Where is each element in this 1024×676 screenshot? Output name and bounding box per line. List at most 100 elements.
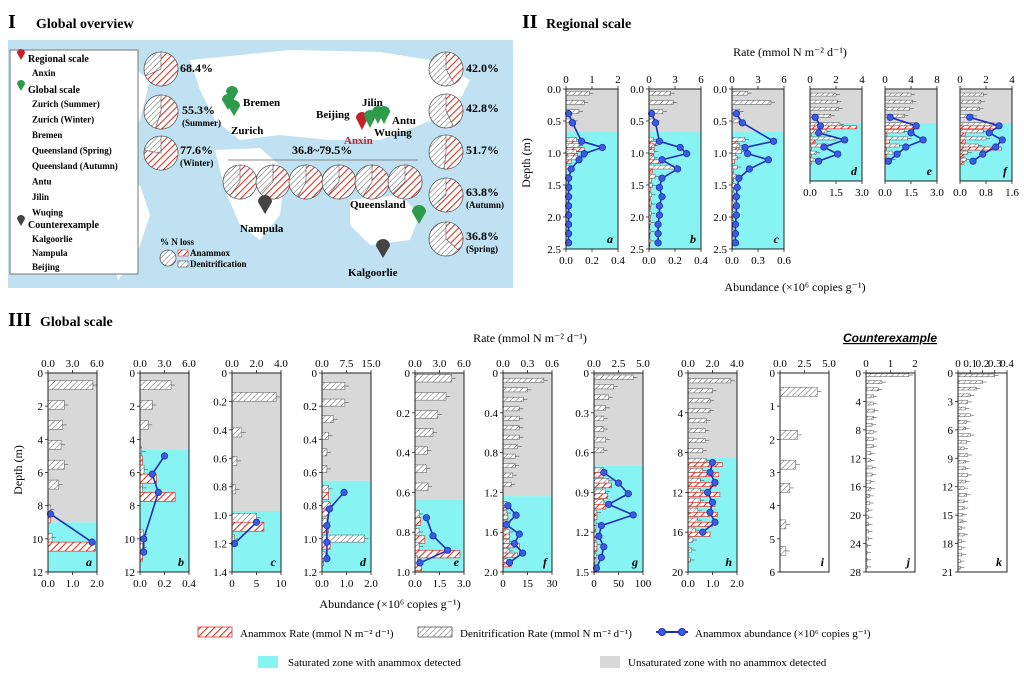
depth-tick-label: 12 xyxy=(672,487,683,499)
depth-tick-label: 0.4 xyxy=(396,448,410,460)
depth-tick-label: 0.3 xyxy=(575,408,589,420)
denitrification-rate-bar xyxy=(865,451,872,455)
anammox-abundance-point xyxy=(703,488,712,496)
denitrification-rate-bar xyxy=(959,99,982,104)
rate-tick-label: 8 xyxy=(934,74,940,86)
anammox-rate-bar xyxy=(648,168,653,174)
section-title-iii: Global scale xyxy=(40,315,113,330)
denitrification-rate-bar xyxy=(957,506,965,510)
abundance-tick-label: 50 xyxy=(613,578,625,590)
anammox-abundance-point xyxy=(886,113,894,121)
anammox-abundance-point xyxy=(841,136,849,144)
denitrification-rate-bar xyxy=(502,415,520,421)
n-loss-legend-title: % N loss xyxy=(160,237,195,247)
section-title-ii: Regional scale xyxy=(546,17,631,32)
depth-tick-label: 0.0 xyxy=(547,84,561,96)
legend-global-site: Wuqing xyxy=(32,208,63,218)
depth-tick-label: 21 xyxy=(942,567,953,579)
anammox-abundance-point xyxy=(655,202,664,210)
abundance-tick-label: 0.0 xyxy=(408,578,422,590)
anammox-abundance-point xyxy=(820,143,828,151)
anammox-rate-bar xyxy=(502,514,509,520)
legend-global-site: Zurich (Summer) xyxy=(32,99,100,109)
regional-rate-axis-label: Rate (mmol N m⁻² d⁻¹) xyxy=(733,45,847,59)
abundance-tick-label: 0.3 xyxy=(751,255,765,267)
panel-letter: c xyxy=(774,232,780,246)
anammox-abundance-point xyxy=(160,452,169,460)
depth-tick-label: 1.0 xyxy=(713,148,727,160)
denitrification-rate-bar xyxy=(731,137,746,142)
section-global-scale: III Global scale Rate (mmol N m⁻² d⁻¹) A… xyxy=(8,309,937,611)
anammox-abundance-point xyxy=(673,165,682,173)
anammox-abundance-point xyxy=(647,110,656,118)
anammox-abundance-point xyxy=(575,156,583,164)
denitrification-rate-bar xyxy=(502,406,520,412)
anammox-abundance-point xyxy=(600,468,608,477)
denitrification-rate-bar xyxy=(865,401,874,406)
denitrification-rate-bar xyxy=(565,91,590,96)
pie-anammox-slice xyxy=(143,135,179,171)
legend-anammox-abundance: Anammox abundance (×10⁶ copies g⁻¹) xyxy=(695,628,871,640)
denitrification-rate-bar xyxy=(687,418,707,424)
pie-note-p2: (Summer) xyxy=(182,118,221,128)
anammox-abundance-point xyxy=(325,505,333,513)
anammox-abundance-line xyxy=(595,471,636,569)
denitrification-rate-bar xyxy=(779,519,787,530)
abundance-tick-label: 0.0 xyxy=(133,578,147,590)
denitrification-rate-bar xyxy=(687,428,706,433)
saturated-zone xyxy=(140,449,189,572)
depth-tick-label: 0.4 xyxy=(213,425,227,437)
anammox-abundance-point xyxy=(502,521,510,529)
pie-note-p8: (Spring) xyxy=(466,244,498,254)
depth-tick-label: 20 xyxy=(672,567,684,579)
plot-background xyxy=(866,373,915,572)
anammox-abundance-point xyxy=(504,502,512,510)
depth-tick-label: 10 xyxy=(124,534,136,546)
n-loss-legend-pie xyxy=(159,249,177,267)
denitrification-rate-bar xyxy=(648,155,655,161)
anammox-abundance-point xyxy=(731,239,740,247)
anammox-abundance-point xyxy=(912,122,920,130)
chart-panel-ii-a: 0 1 2 0.0 0.2 0.4 0.0 0.5 1.0 1.5 2.0 2.5 a xyxy=(547,74,625,267)
denitrification-rate-bar xyxy=(865,437,874,441)
denitrification-rate-bar xyxy=(884,106,910,111)
depth-tick-label: 1.2 xyxy=(303,567,317,579)
denitrification-rate-bar xyxy=(593,488,607,494)
anammox-abundance-point xyxy=(140,548,148,556)
anammox-abundance-point xyxy=(741,143,749,152)
anammox-abundance-point xyxy=(731,220,740,228)
rate-tick-label: 0.0 xyxy=(681,358,695,370)
rate-tick-label: 1 xyxy=(589,74,595,86)
denitrification-rate-bar xyxy=(231,484,236,495)
anammox-rate-bar xyxy=(959,125,999,130)
denitrification-rate-bar xyxy=(731,118,740,124)
anammox-abundance-point xyxy=(624,490,632,498)
legend-global-site: Queensland (Autumn) xyxy=(32,161,118,171)
depth-tick-label: 0 xyxy=(405,368,411,380)
denitrification-rate-bar xyxy=(865,458,872,463)
section-global-overview: I Global overview Regional scale Anxin G… xyxy=(8,11,513,288)
denitrification-rate-bar xyxy=(687,517,699,523)
rate-tick-label: 2 xyxy=(833,74,839,86)
denitrification-rate-bar xyxy=(865,472,873,477)
rate-tick-label: 0 xyxy=(563,74,569,86)
depth-tick-label: 2 xyxy=(130,401,136,413)
denitrification-rate-bar xyxy=(884,143,900,148)
denitrification-rate-bar xyxy=(502,444,518,450)
denitrification-rate-bar xyxy=(687,408,711,414)
denitrification-rate-bar xyxy=(414,374,452,383)
unsaturated-zone xyxy=(688,373,737,458)
anammox-abundance-point xyxy=(429,532,437,540)
denitrification-rate-bar xyxy=(502,482,512,487)
anammox-rate-bar xyxy=(47,541,96,552)
abundance-tick-label: 1.0 xyxy=(340,578,354,590)
anammox-abundance-point xyxy=(512,511,520,519)
map-label-jilin: Jilin xyxy=(362,97,383,109)
depth-tick-label: 16 xyxy=(672,527,684,539)
depth-tick-label: 8 xyxy=(38,501,44,513)
denitrification-rate-bar xyxy=(47,400,65,410)
denitrification-rate-bar xyxy=(959,150,969,155)
denitrification-rate-bar xyxy=(414,482,429,491)
chart-panel-iii-h: 0.0 2.0 4.0 0.0 1.0 2.0 0 4 8 12 16 20 h xyxy=(672,358,744,590)
